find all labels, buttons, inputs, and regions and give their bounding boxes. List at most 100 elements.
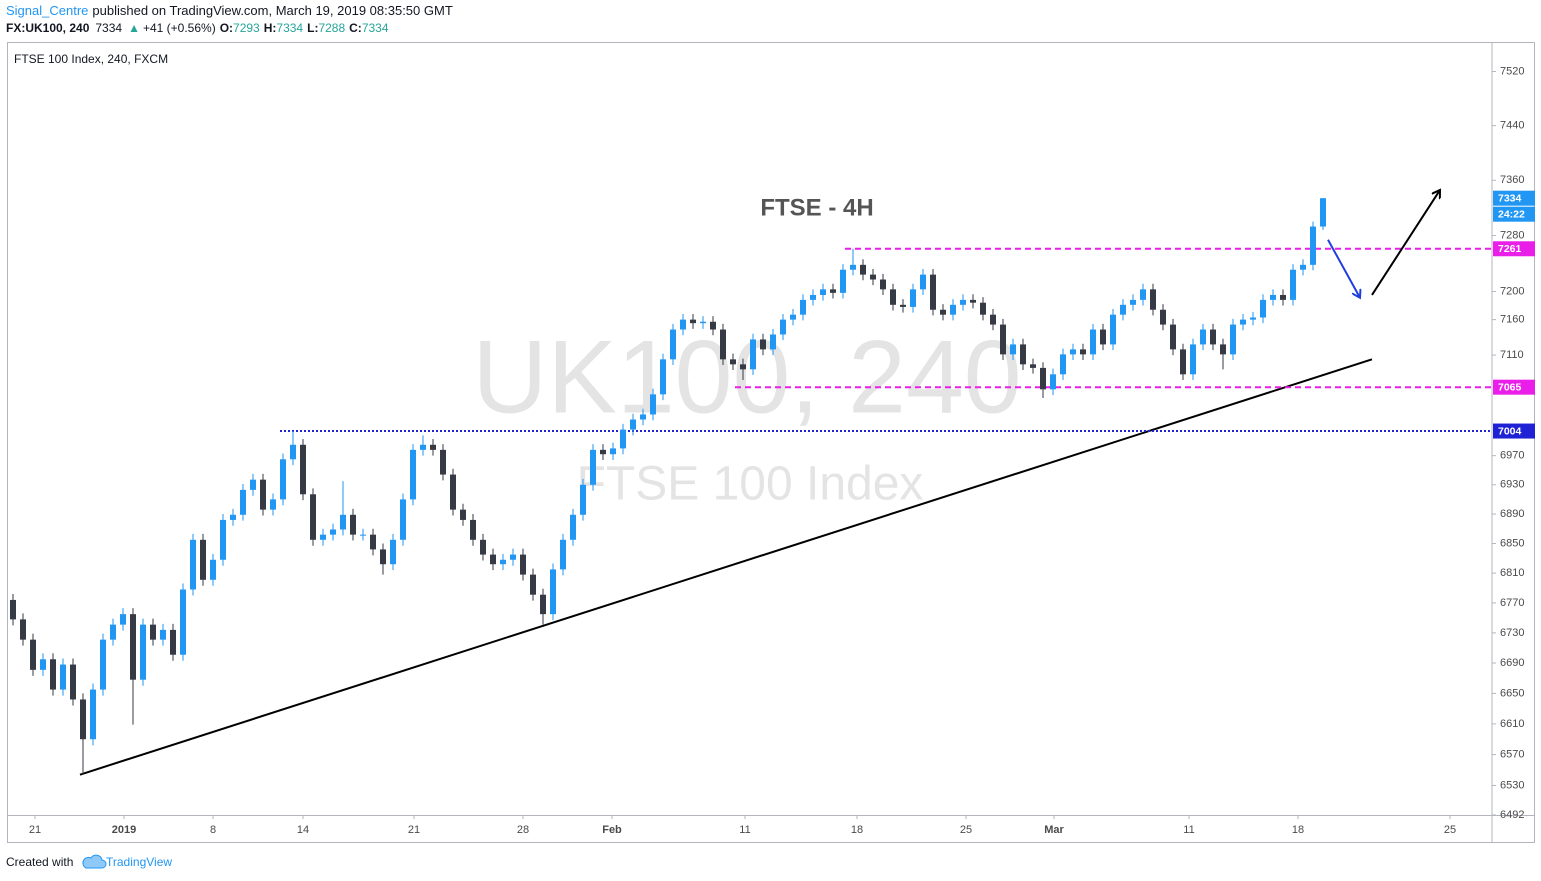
candle-body xyxy=(1270,294,1276,300)
candle-body xyxy=(340,514,346,530)
candle-body xyxy=(220,519,226,560)
x-tick-label: 11 xyxy=(1183,824,1194,836)
candle-body xyxy=(260,479,266,510)
x-tick-label: 14 xyxy=(297,824,309,836)
brand-link[interactable]: TradingView xyxy=(106,855,172,869)
trend-line xyxy=(79,358,1373,776)
candle-body xyxy=(1280,294,1286,300)
candle-body xyxy=(1150,289,1156,310)
y-tick-label: 7160 xyxy=(1500,314,1524,326)
candle-body xyxy=(160,629,166,640)
y-tick-label: 6890 xyxy=(1500,508,1524,520)
candle-body xyxy=(750,339,756,370)
y-tick-label: 6492 xyxy=(1500,809,1524,821)
watermark-description: FTSE 100 Index xyxy=(577,458,924,511)
candle-body xyxy=(1220,344,1226,355)
candle-body xyxy=(360,534,366,536)
candle-body xyxy=(940,309,946,315)
candle-body xyxy=(1240,319,1246,325)
candle-body xyxy=(550,569,556,615)
plot: 6492 6530 6570 6610 6650 6690 6730 6770 6810 6850… xyxy=(10,65,1535,836)
y-tick-label: 6650 xyxy=(1500,687,1524,699)
candle-body xyxy=(280,459,286,500)
candle-body xyxy=(1120,304,1126,315)
candle-body xyxy=(1250,317,1256,320)
x-tick-label: 25 xyxy=(1444,824,1456,836)
candle-body xyxy=(980,302,986,315)
candle-body xyxy=(1190,344,1196,375)
candle-body xyxy=(810,294,816,300)
level-label-box xyxy=(1493,241,1535,257)
candle-body xyxy=(390,539,396,565)
candle-body xyxy=(590,449,596,485)
level-label-text: 7004 xyxy=(1498,425,1522,437)
brand-logo xyxy=(82,854,107,869)
candle-body xyxy=(650,394,656,415)
candle-body xyxy=(580,484,586,515)
candle-body xyxy=(930,274,936,310)
y-tick-label: 6570 xyxy=(1500,748,1524,760)
candle-body xyxy=(990,314,996,325)
candle-body xyxy=(870,274,876,280)
arrow xyxy=(1327,239,1360,298)
y-tick-label: 7200 xyxy=(1500,285,1524,297)
chart-title: FTSE - 4H xyxy=(760,194,873,221)
x-tick-label: 25 xyxy=(960,824,972,836)
candle-body xyxy=(70,664,76,700)
x-tick-label: Mar xyxy=(1044,824,1064,836)
candle-body xyxy=(1030,364,1036,368)
candle-body xyxy=(1210,329,1216,345)
candle-body xyxy=(690,319,696,324)
candle-body xyxy=(50,659,56,690)
last-price-box xyxy=(1493,190,1535,206)
candle-body xyxy=(10,599,16,620)
candle-body xyxy=(370,534,376,550)
candle-body xyxy=(530,574,536,595)
candle-body xyxy=(300,444,306,495)
candle-body xyxy=(820,289,826,295)
symbol: FX:UK100, 240 xyxy=(6,21,90,35)
candle-body xyxy=(290,444,296,460)
candle-body xyxy=(1020,344,1026,365)
candle-body xyxy=(1200,329,1206,345)
up-arrow: ▲ xyxy=(128,21,140,35)
watermark-symbol: UK100, 240 xyxy=(472,319,1021,435)
x-tick-label: 18 xyxy=(1292,824,1304,836)
candle-body xyxy=(500,559,506,565)
candle-body xyxy=(110,624,116,640)
candle-body xyxy=(430,444,436,450)
last-price-text: 7334 xyxy=(1498,192,1522,204)
candle-body xyxy=(250,479,256,490)
candle-body xyxy=(480,539,486,555)
y-tick-label: 6770 xyxy=(1500,597,1524,609)
level-label-text: 7065 xyxy=(1498,381,1522,393)
ohlc-value: 7334 xyxy=(276,21,303,35)
x-tick-label: 11 xyxy=(739,824,750,836)
candle-body xyxy=(1320,198,1326,227)
candle-body xyxy=(150,624,156,640)
y-tick-label: 6850 xyxy=(1500,537,1524,549)
candle-body xyxy=(560,539,566,570)
publish-info: published on TradingView.com, March 19, … xyxy=(92,3,452,18)
candle-body xyxy=(180,589,186,655)
y-tick-label: 6810 xyxy=(1500,567,1524,579)
author-link[interactable]: Signal_Centre xyxy=(6,3,88,18)
candle-body xyxy=(760,339,766,350)
candle-body xyxy=(1160,309,1166,325)
candle-body xyxy=(600,449,606,455)
candle-body xyxy=(790,314,796,320)
y-tick-label: 7520 xyxy=(1500,65,1524,77)
candle-body xyxy=(950,304,956,315)
candle-body xyxy=(910,289,916,307)
candle-body xyxy=(900,304,906,307)
candle-body xyxy=(700,321,706,324)
candle-body xyxy=(120,614,126,625)
candle-body xyxy=(1050,374,1056,390)
x-tick-label: 28 xyxy=(517,824,529,836)
candle-body xyxy=(330,529,336,535)
footer-text: Created with xyxy=(6,855,73,869)
candle-body xyxy=(310,494,316,540)
y-tick-label: 7110 xyxy=(1500,349,1524,361)
candle-body xyxy=(420,444,426,450)
candle-body xyxy=(1060,354,1066,375)
